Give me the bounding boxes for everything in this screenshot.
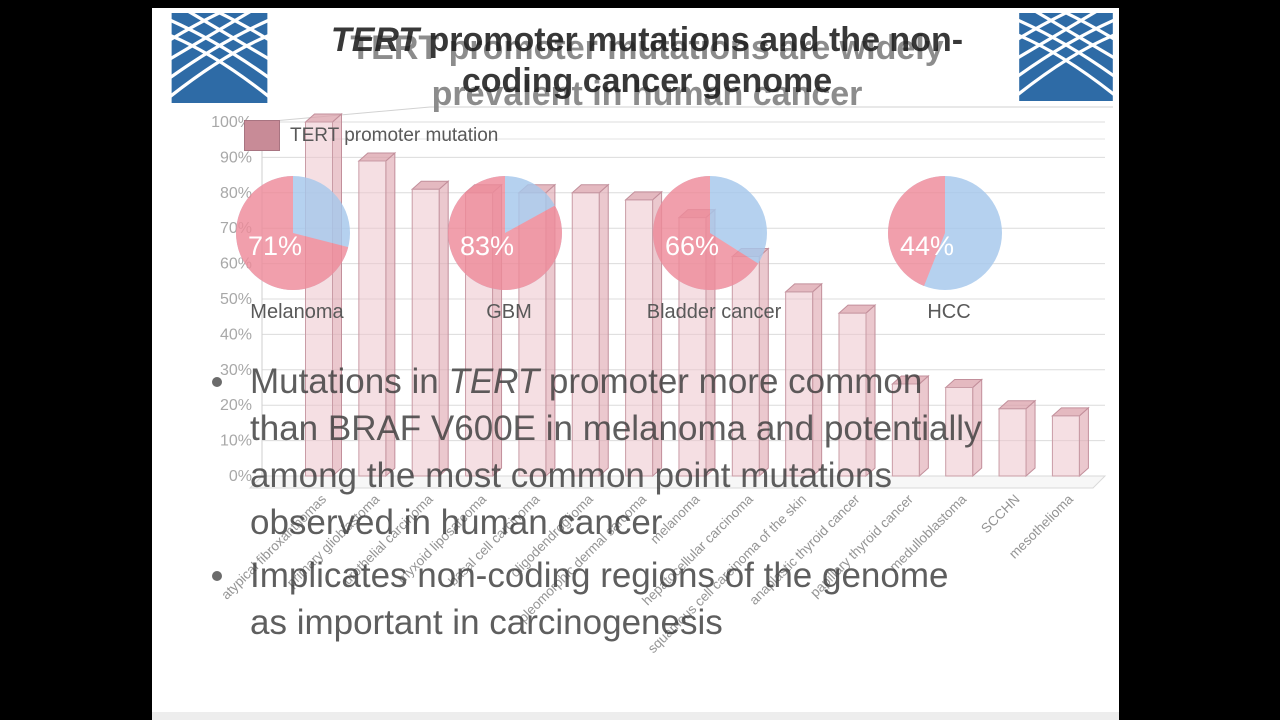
bullet-text-2: Implicates non-coding regions of the gen… bbox=[250, 556, 949, 642]
pie-category-label: Bladder cancer bbox=[647, 301, 782, 323]
bar bbox=[838, 312, 867, 477]
chart-floor bbox=[248, 475, 1107, 489]
legend-swatch bbox=[244, 120, 280, 151]
pie-percent-label: 44% bbox=[900, 231, 954, 261]
bar bbox=[945, 387, 974, 477]
pie-category-label: HCC bbox=[927, 301, 970, 323]
bar bbox=[1051, 415, 1080, 477]
pie-slice-mutation bbox=[653, 176, 759, 290]
pie-chart bbox=[653, 176, 767, 290]
y-axis-tick-label: 100% bbox=[211, 114, 252, 131]
title-line-1: TERT promoter mutations are widely bbox=[350, 29, 944, 67]
chart-legend: TERT promoter mutation bbox=[244, 120, 498, 151]
bullet-text-1: Mutations in TERT promoter more common t… bbox=[250, 362, 982, 542]
slide-title: TERT promoter mutations and the non- cod… bbox=[277, 20, 1017, 102]
bullet-item-2: Implicates non-coding regions of the gen… bbox=[212, 552, 1112, 646]
bar bbox=[571, 192, 600, 477]
pie-category-label: Melanoma bbox=[250, 301, 344, 323]
pie-percent-label: 66% bbox=[665, 231, 719, 261]
logo-weave-lines bbox=[171, 13, 268, 98]
bar bbox=[731, 256, 760, 477]
institution-logo-right bbox=[1019, 13, 1113, 101]
institution-logo-left bbox=[171, 13, 268, 103]
bar-chart: 100%90%80%70%60%50%40%30%20%10%0%atypica… bbox=[211, 106, 1113, 656]
bar bbox=[358, 160, 387, 477]
bullet-list: Mutations in TERT promoter more common t… bbox=[212, 358, 1112, 652]
pie-chart bbox=[887, 176, 1002, 290]
bullet-dot bbox=[212, 377, 222, 387]
slide-title-fading-out: TERT promoter mutations are widely preva… bbox=[277, 25, 1017, 117]
y-axis-tick-label: 0% bbox=[229, 468, 252, 485]
title-line-2: prevalent in human cancer bbox=[431, 75, 863, 113]
y-axis-tick-label: 40% bbox=[220, 326, 252, 343]
pie-percent-label: 83% bbox=[460, 231, 514, 261]
pie-slice-mutation bbox=[448, 176, 562, 290]
pie-slice-mutation bbox=[887, 176, 945, 286]
y-axis-tick-label: 20% bbox=[220, 397, 252, 414]
bar bbox=[891, 383, 920, 477]
letterbox-strip bbox=[152, 712, 1119, 720]
bullet-dot bbox=[212, 571, 222, 581]
logo-weave-lines bbox=[1019, 13, 1113, 96]
y-axis-tick-label: 80% bbox=[220, 185, 252, 202]
title-line-2: coding cancer genome bbox=[461, 62, 833, 100]
pie-percent-label: 71% bbox=[248, 231, 302, 261]
pie-category-label: GBM bbox=[486, 301, 532, 323]
y-axis-tick-label: 30% bbox=[220, 362, 252, 379]
bar bbox=[785, 291, 814, 477]
bar bbox=[411, 188, 440, 477]
bar bbox=[998, 408, 1027, 477]
y-axis-tick-label: 50% bbox=[220, 291, 252, 308]
y-axis-tick-label: 90% bbox=[220, 149, 252, 166]
pie-chart bbox=[236, 176, 350, 290]
bullet-item-1: Mutations in TERT promoter more common t… bbox=[212, 358, 1112, 546]
title-line-1: TERT promoter mutations and the non- bbox=[330, 21, 964, 59]
pie-slice-mutation bbox=[236, 176, 349, 290]
legend-label: TERT promoter mutation bbox=[290, 124, 499, 146]
presentation-slide: TERT promoter mutations are widely preva… bbox=[152, 8, 1119, 712]
bar bbox=[625, 199, 654, 477]
pie-chart bbox=[448, 176, 562, 290]
y-axis-tick-label: 10% bbox=[220, 433, 252, 450]
